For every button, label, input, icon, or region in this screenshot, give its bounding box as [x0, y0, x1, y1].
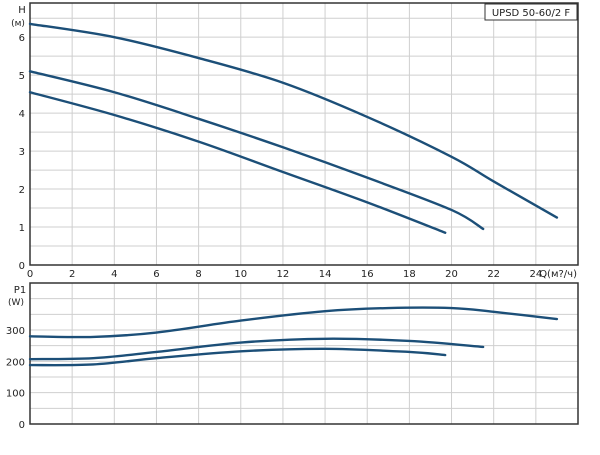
head-plot-frame — [29, 2, 579, 266]
head-axis-label: H — [18, 5, 26, 16]
power-curve-1 — [28, 306, 559, 339]
head-curve-3 — [28, 91, 447, 234]
head-ytick-label: 3 — [19, 147, 25, 158]
flow-xtick-label: 2 — [69, 269, 75, 280]
flow-xtick-label: 24 — [529, 269, 542, 280]
head-grid — [30, 3, 578, 265]
flow-xtick-label: 12 — [277, 269, 290, 280]
model-box — [484, 3, 578, 21]
flow-xtick-label: 4 — [111, 269, 117, 280]
head-ytick-label: 6 — [19, 33, 25, 44]
power-ytick-label: 200 — [6, 357, 25, 368]
power-ytick-label: 300 — [6, 326, 25, 337]
flow-xtick-label: 8 — [195, 269, 201, 280]
flow-xtick-label: 10 — [234, 269, 247, 280]
flow-xtick-label: 6 — [153, 269, 159, 280]
power-ytick-label: 100 — [6, 389, 25, 400]
flow-xtick-label: 18 — [403, 269, 416, 280]
head-axis-unit: (м) — [11, 19, 25, 29]
power-ytick-label: 0 — [19, 420, 25, 431]
power-axis-unit: (W) — [8, 298, 24, 308]
flow-xtick-label: 20 — [445, 269, 458, 280]
flow-xtick-label: 14 — [319, 269, 332, 280]
head-ytick-label: 0 — [19, 261, 25, 272]
flow-xtick-label: 16 — [361, 269, 374, 280]
power-curve-2 — [28, 337, 485, 361]
head-curve-1 — [28, 22, 559, 219]
chart-title: UPSD 50-60/2 F — [492, 8, 571, 19]
head-ytick-label: 2 — [19, 185, 25, 196]
head-ytick-label: 5 — [19, 71, 25, 82]
flow-xtick-label: 0 — [27, 269, 33, 280]
curves — [28, 22, 559, 367]
power-curve-3 — [28, 347, 447, 367]
power-grid — [30, 283, 578, 424]
head-ytick-label: 1 — [19, 223, 25, 234]
head-ytick-label: 4 — [19, 109, 25, 120]
head-curve-2 — [28, 70, 485, 231]
flow-xtick-label: 22 — [487, 269, 500, 280]
power-ticks: 0 100 200 300 — [6, 326, 25, 431]
power-axis-label: P1 — [14, 285, 26, 296]
power-plot-frame — [29, 282, 579, 425]
flow-axis-label: Q(м?/ч) — [539, 269, 577, 280]
